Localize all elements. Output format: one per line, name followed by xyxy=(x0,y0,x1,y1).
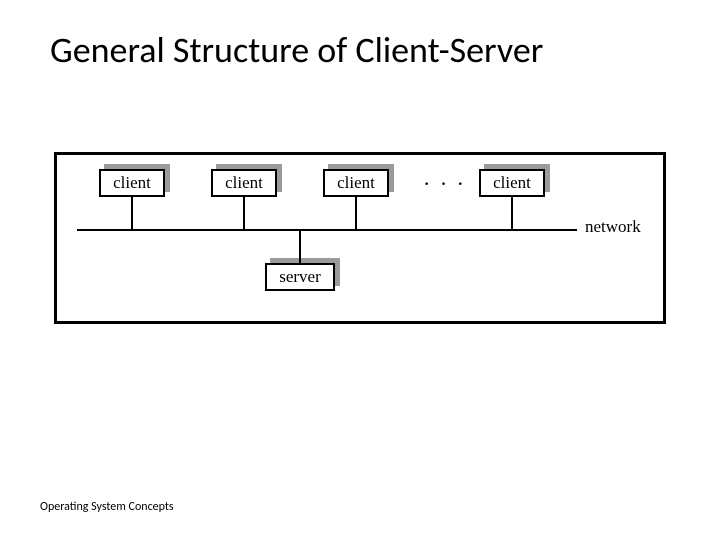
server-label: server xyxy=(279,267,321,287)
client-drop-line xyxy=(243,197,245,229)
client-label: client xyxy=(225,173,263,193)
client-label: client xyxy=(493,173,531,193)
server-box: server xyxy=(265,263,335,291)
ellipsis: · · · xyxy=(423,171,466,197)
slide-title: General Structure of Client-Server xyxy=(50,28,670,72)
client-box: client xyxy=(479,169,545,197)
client-drop-line xyxy=(355,197,357,229)
client-box: client xyxy=(323,169,389,197)
client-box: client xyxy=(211,169,277,197)
server-drop-line xyxy=(299,231,301,263)
client-box: client xyxy=(99,169,165,197)
footer-text: Operating System Concepts xyxy=(40,500,174,514)
network-label: network xyxy=(585,217,641,237)
client-server-diagram: client client client · · · client server… xyxy=(57,155,663,321)
diagram-frame: client client client · · · client server… xyxy=(54,152,666,324)
client-label: client xyxy=(113,173,151,193)
client-label: client xyxy=(337,173,375,193)
slide: General Structure of Client-Server clien… xyxy=(0,0,720,540)
network-bus-line xyxy=(77,229,577,231)
client-drop-line xyxy=(131,197,133,229)
client-drop-line xyxy=(511,197,513,229)
